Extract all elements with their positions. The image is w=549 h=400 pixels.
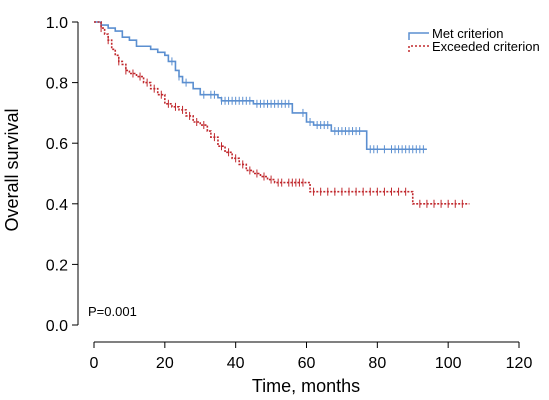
x-tick-label: 40 (227, 355, 245, 372)
y-tick-label: 0.8 (46, 76, 68, 93)
survival-curve (94, 21, 427, 151)
x-tick-label: 120 (506, 355, 533, 372)
x-tick-label: 60 (298, 355, 316, 372)
x-tick-label: 20 (156, 355, 174, 372)
y-tick-label: 0.6 (46, 136, 68, 153)
legend-label-met: Met criterion (432, 26, 504, 41)
x-axis-title: Time, months (252, 376, 360, 396)
legend-swatch-exceeded (408, 45, 429, 52)
legend: Met criterion Exceeded criterion (408, 26, 540, 54)
legend-swatch-met (408, 32, 429, 40)
x-tick-label: 80 (368, 355, 386, 372)
series-layer (94, 21, 470, 208)
x-tick-label: 0 (90, 355, 99, 372)
y-tick-label: 0.2 (46, 257, 68, 274)
series-exceeded-criterion (94, 21, 470, 208)
series-met-criterion (94, 21, 427, 154)
x-tick-label: 100 (435, 355, 462, 372)
y-tick-label: 0.0 (46, 318, 68, 335)
y-ticks: 0.0 0.2 0.4 0.6 0.8 1.0 (46, 15, 78, 335)
y-tick-label: 1.0 (46, 15, 68, 32)
legend-label-exceeded: Exceeded criterion (432, 39, 540, 54)
y-tick-label: 0.4 (46, 197, 68, 214)
y-axis-title: Overall survival (2, 108, 22, 231)
p-value-annotation: P=0.001 (88, 304, 137, 319)
x-ticks: 0 20 40 60 80 100 120 (90, 342, 533, 372)
